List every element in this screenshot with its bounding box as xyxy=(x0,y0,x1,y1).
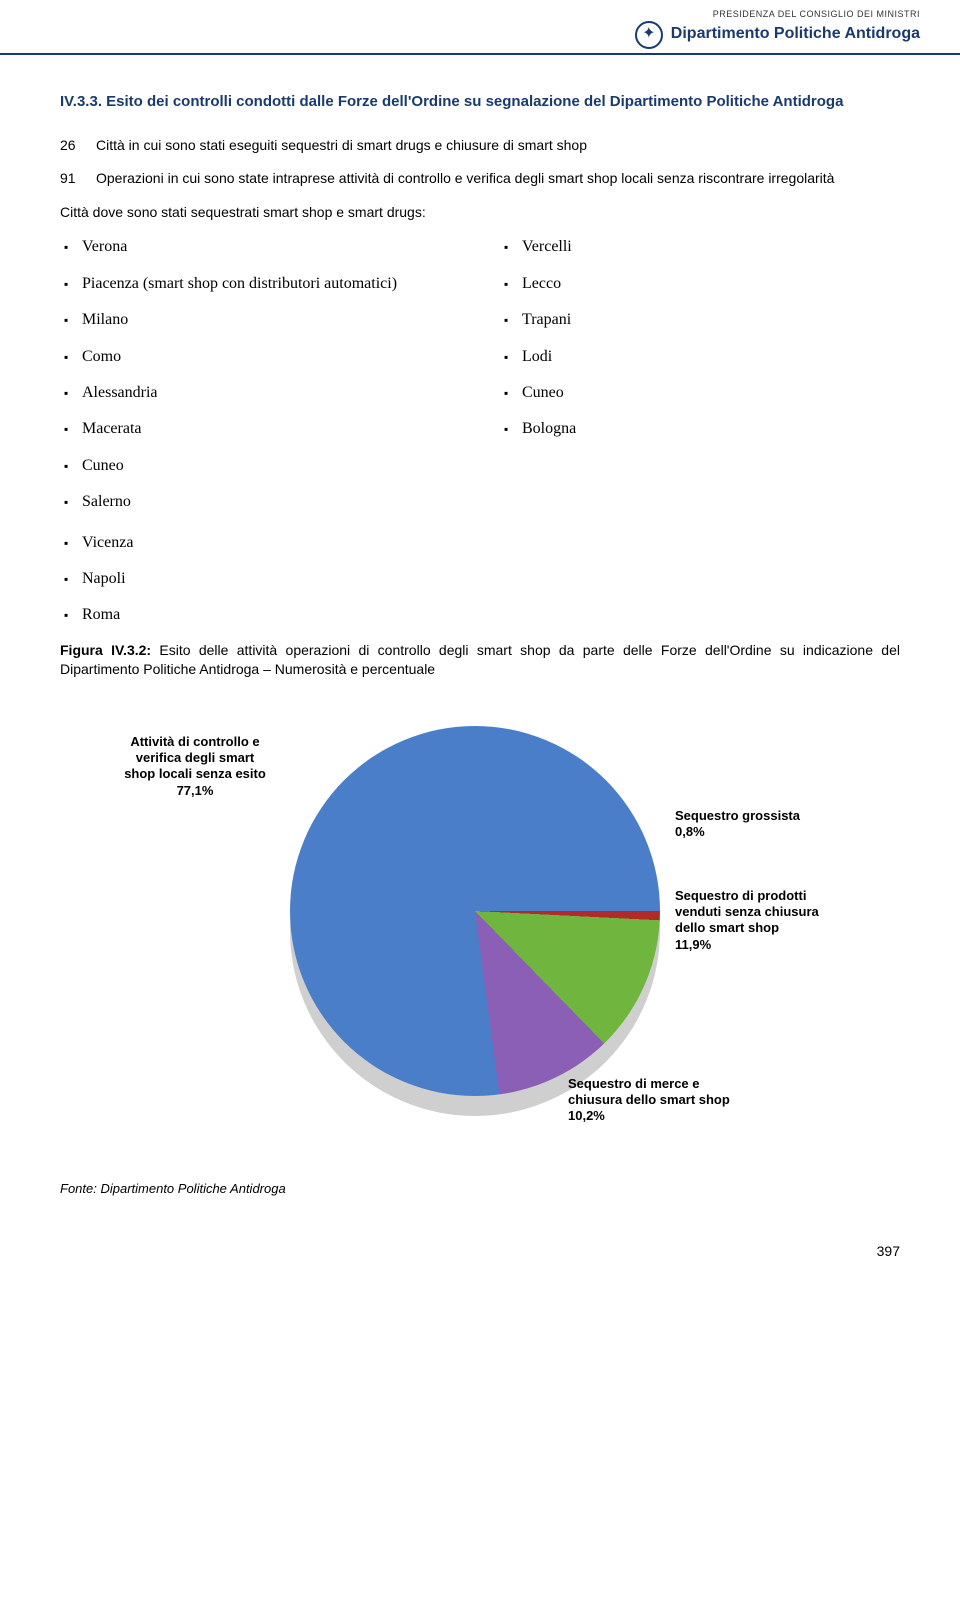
chart-label-right-1: Sequestro grossista 0,8% xyxy=(675,808,835,841)
city-item: Cuneo xyxy=(500,382,900,404)
stat-row: 91 Operazioni in cui sono state intrapre… xyxy=(60,169,900,189)
header-top-text: PRESIDENZA DEL CONSIGLIO DEI MINISTRI xyxy=(40,8,920,21)
pie xyxy=(290,726,660,1096)
list-intro: Città dove sono stati sequestrati smart … xyxy=(60,203,900,223)
page-number: 397 xyxy=(877,1243,900,1259)
city-item: Lecco xyxy=(500,273,900,295)
city-item: Vicenza xyxy=(60,532,900,554)
stat-number: 91 xyxy=(60,169,96,189)
city-item: Roma xyxy=(60,604,900,626)
city-item: Trapani xyxy=(500,309,900,331)
city-item: Bologna xyxy=(500,418,900,440)
pie-wrap xyxy=(290,726,660,1096)
page-footer: 397 xyxy=(0,1218,960,1292)
city-item: Piacenza (smart shop con distributori au… xyxy=(60,273,460,295)
section-title: IV.3.3. Esito dei controlli condotti dal… xyxy=(60,91,900,112)
emblem-icon: ✦ xyxy=(635,21,663,49)
figure-label: Figura IV.3.2: xyxy=(60,642,151,658)
city-item: Verona xyxy=(60,236,460,258)
city-item: Napoli xyxy=(60,568,900,590)
figure-source: Fonte: Dipartimento Politiche Antidroga xyxy=(60,1180,900,1198)
city-columns: Verona Piacenza (smart shop con distribut… xyxy=(60,236,900,527)
city-item: Macerata xyxy=(60,418,460,440)
stat-text: Città in cui sono stati eseguiti sequest… xyxy=(96,136,900,156)
chart-label-bottom: Sequestro di merce e chiusura dello smar… xyxy=(568,1076,748,1125)
page-header: PRESIDENZA DEL CONSIGLIO DEI MINISTRI ✦ … xyxy=(0,0,960,55)
city-item: Vercelli xyxy=(500,236,900,258)
stat-row: 26 Città in cui sono stati eseguiti sequ… xyxy=(60,136,900,156)
city-item: Alessandria xyxy=(60,382,460,404)
stat-number: 26 xyxy=(60,136,96,156)
city-item: Cuneo xyxy=(60,455,460,477)
city-column-bottom: Vicenza Napoli Roma xyxy=(60,532,900,627)
city-item: Lodi xyxy=(500,346,900,368)
city-column-right: Vercelli Lecco Trapani Lodi Cuneo Bologna xyxy=(500,236,900,527)
stat-text: Operazioni in cui sono state intraprese … xyxy=(96,169,900,189)
city-item: Milano xyxy=(60,309,460,331)
figure-text: Esito delle attività operazioni di contr… xyxy=(60,642,900,678)
chart-label-left: Attività di controllo e verifica degli s… xyxy=(120,734,270,799)
city-item: Salerno xyxy=(60,491,460,513)
city-column-left: Verona Piacenza (smart shop con distribut… xyxy=(60,236,460,527)
chart-label-right-2: Sequestro di prodotti venduti senza chiu… xyxy=(675,888,845,953)
page-content: IV.3.3. Esito dei controlli condotti dal… xyxy=(0,55,960,1218)
header-title: Dipartimento Politiche Antidroga xyxy=(671,23,920,45)
figure-caption: Figura IV.3.2: Esito delle attività oper… xyxy=(60,641,900,680)
header-main: ✦ Dipartimento Politiche Antidroga xyxy=(40,21,920,49)
city-item: Como xyxy=(60,346,460,368)
pie-chart: Attività di controllo e verifica degli s… xyxy=(120,696,840,1176)
